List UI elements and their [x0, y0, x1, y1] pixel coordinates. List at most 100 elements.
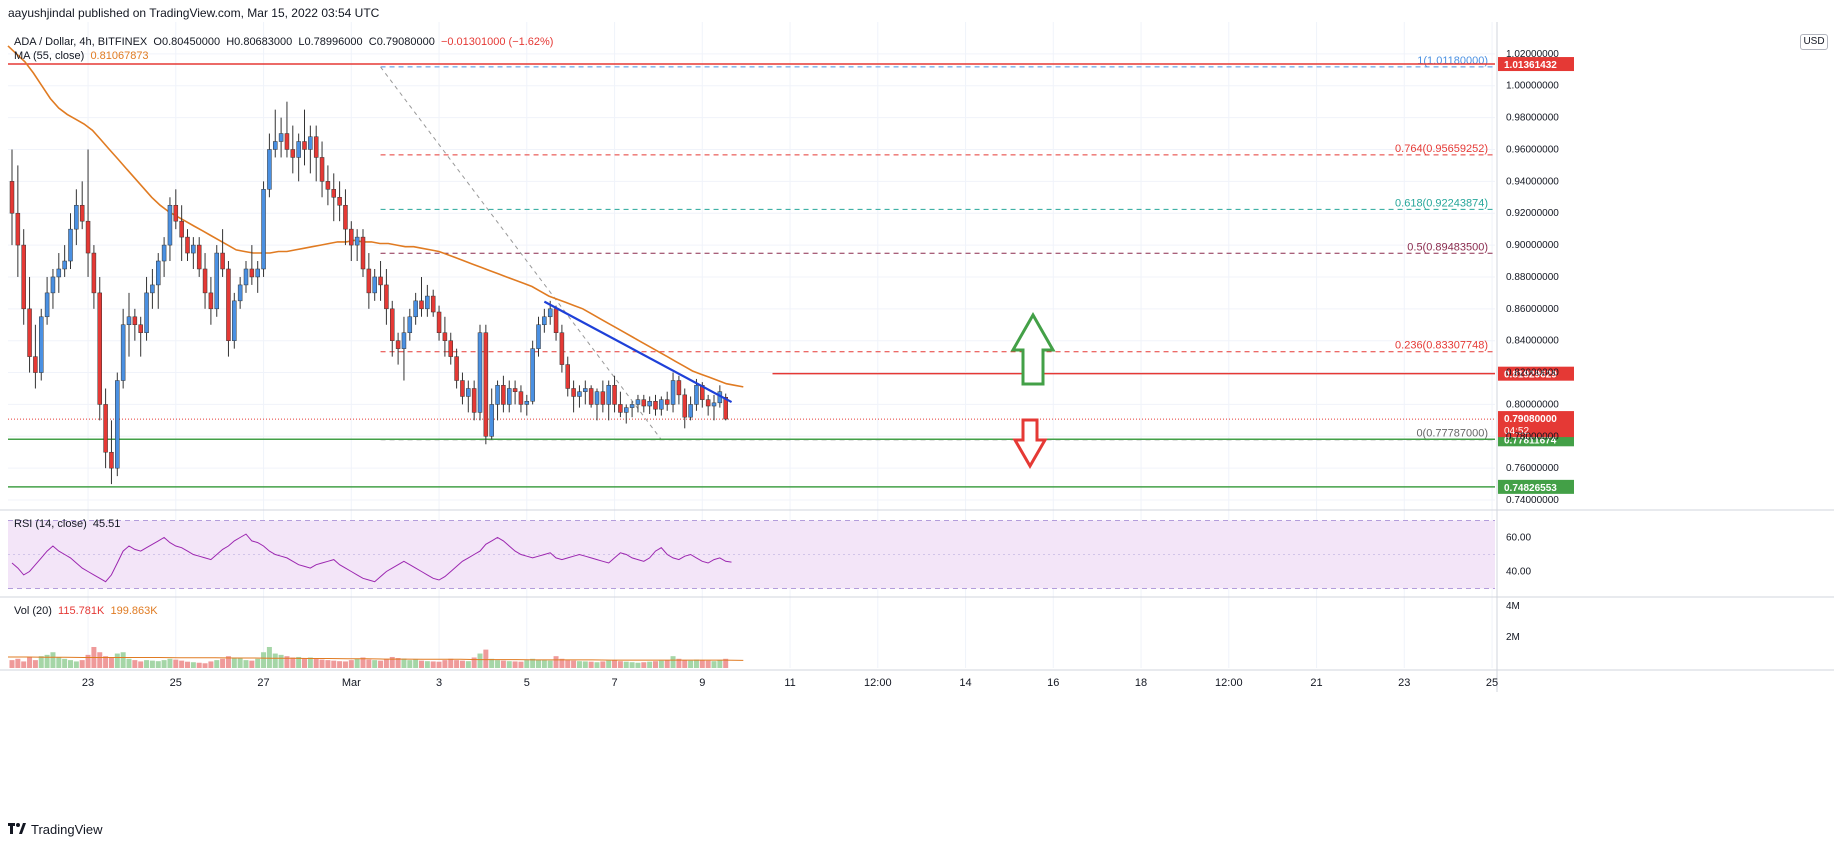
rsi-pane	[8, 520, 1495, 589]
candle-body	[150, 284, 155, 294]
volume-bar	[360, 657, 366, 668]
candle-body	[255, 268, 260, 278]
candle	[588, 385, 594, 408]
candle-body	[711, 402, 717, 407]
candle	[232, 292, 237, 349]
vol-label[interactable]: Vol (20)	[14, 605, 52, 617]
candle	[477, 324, 483, 421]
volume-bar	[565, 660, 571, 668]
candle-body	[249, 268, 255, 278]
candle	[647, 396, 652, 414]
candle	[126, 292, 132, 357]
volume-bar	[383, 658, 389, 668]
candle-body	[161, 244, 167, 262]
volume-bar	[372, 660, 378, 668]
candle	[553, 305, 559, 341]
candle	[220, 229, 225, 277]
volume-bar	[448, 658, 454, 668]
time-tick-label: 23	[1398, 677, 1410, 689]
candle	[425, 284, 430, 317]
volume-bar	[419, 660, 424, 668]
candle	[120, 308, 126, 389]
candle	[226, 261, 231, 357]
candle	[97, 276, 102, 421]
volume-bar	[424, 661, 430, 668]
candle-body	[448, 340, 453, 357]
level-price-label: 0.81929629	[1504, 370, 1557, 381]
rsi-label[interactable]: RSI (14, close)	[14, 518, 87, 530]
candle	[68, 213, 73, 269]
candle-body	[109, 451, 114, 469]
volume-bar	[629, 662, 635, 668]
candle-body	[618, 404, 623, 413]
candle	[79, 181, 85, 230]
candle-body	[103, 404, 108, 453]
candle	[343, 189, 348, 246]
candle	[354, 229, 360, 262]
fib-level-label: 0.236(0.83307748)	[1395, 340, 1488, 352]
volume-bar	[138, 661, 144, 668]
volume-ma-line	[8, 656, 744, 661]
volume-bar	[658, 660, 664, 668]
volume-bar	[132, 660, 138, 668]
vol-value-2: 199.863K	[110, 605, 158, 617]
volume-bar	[331, 660, 337, 668]
volume-bar	[225, 656, 231, 668]
candle	[612, 375, 617, 413]
candle	[676, 375, 682, 405]
volume-bar	[594, 662, 600, 668]
candle	[624, 404, 629, 424]
candle	[653, 394, 658, 416]
candle-body	[664, 399, 670, 405]
candle-body	[232, 300, 237, 341]
candle-body	[588, 388, 594, 405]
candle	[442, 316, 448, 357]
candle	[688, 396, 693, 421]
volume-bar	[600, 661, 606, 668]
volume-bar	[541, 660, 547, 668]
volume-bar	[459, 660, 465, 668]
candle-body	[27, 308, 32, 357]
volume-bar	[705, 660, 711, 668]
time-tick-label: 7	[611, 677, 617, 689]
candle	[173, 189, 179, 230]
candle-body	[120, 324, 126, 381]
candle	[109, 420, 114, 485]
volume-bar	[635, 662, 641, 668]
volume-bar	[465, 661, 471, 668]
candle	[33, 324, 38, 389]
candle	[600, 380, 606, 413]
volume-bar	[682, 660, 688, 668]
candle-body	[501, 385, 506, 405]
candle	[618, 391, 623, 418]
candle	[273, 109, 278, 158]
currency-badge[interactable]: USD	[1800, 34, 1828, 50]
candle-body	[56, 268, 62, 278]
candle-body	[489, 404, 494, 437]
low-value: L0.78996000	[298, 36, 363, 48]
candle-body	[226, 268, 231, 341]
candle-body	[91, 252, 97, 294]
volume-bar	[302, 658, 307, 668]
price-tick-label: 0.98000000	[1506, 113, 1559, 124]
candle	[378, 261, 383, 301]
volume-bar	[348, 660, 354, 668]
volume-bar	[688, 660, 694, 668]
candle	[419, 276, 424, 317]
volume-bar	[436, 661, 442, 668]
ma-label[interactable]: MA (55, close)	[14, 50, 85, 62]
symbol-name[interactable]: ADA / Dollar, 4h, BITFINEX	[14, 36, 148, 48]
time-tick-label: 27	[257, 677, 269, 689]
candle-body	[278, 133, 284, 142]
tradingview-brand[interactable]: TradingView	[8, 822, 103, 837]
candle	[27, 276, 32, 373]
volume-bar	[582, 661, 588, 668]
candle	[629, 401, 635, 418]
volume-bar	[489, 658, 495, 668]
candle	[524, 394, 530, 416]
candle-body	[360, 236, 366, 270]
volume-bar	[38, 656, 44, 668]
candle	[670, 372, 676, 413]
rsi-legend: RSI (14, close) 45.51	[14, 518, 120, 530]
volume-bar	[407, 660, 413, 668]
